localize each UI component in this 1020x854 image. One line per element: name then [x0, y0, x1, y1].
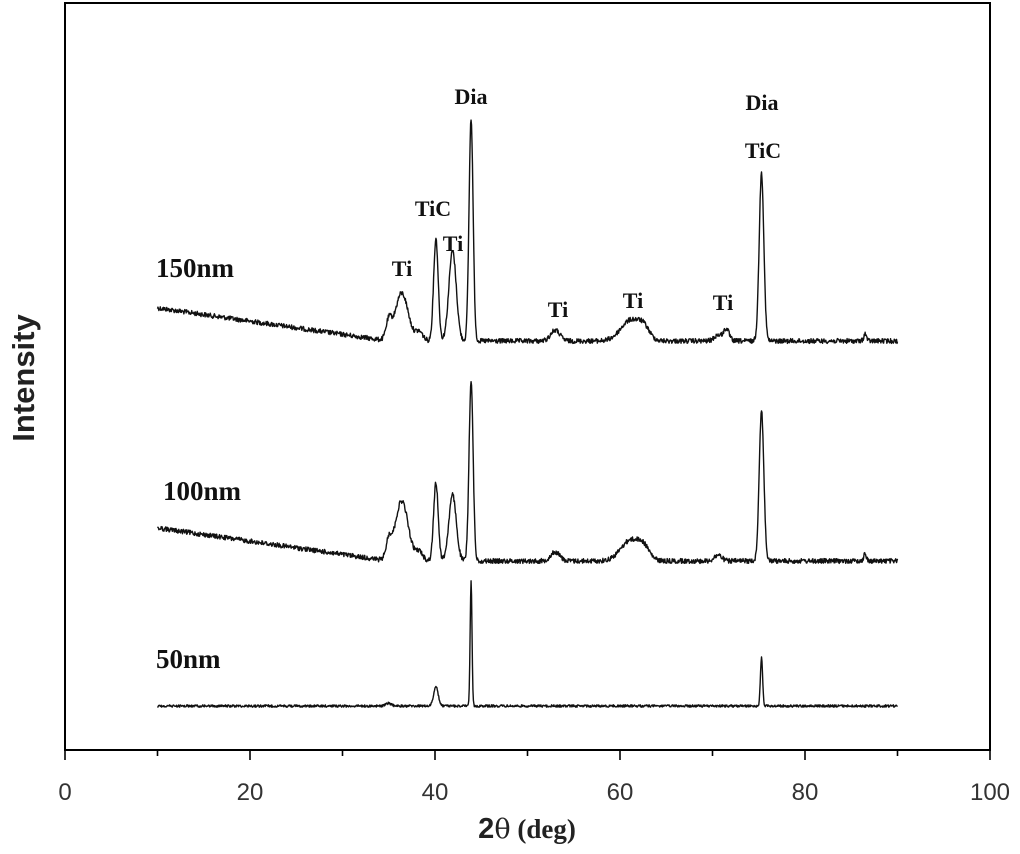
- series-labels: 150nm 100nm 50nm: [156, 253, 242, 674]
- x-axis-title: 2θ (deg): [478, 813, 576, 845]
- peak-annotation: TiC: [745, 138, 781, 163]
- x-axis-title-unit: (deg): [511, 814, 576, 844]
- peak-annotation: Dia: [746, 90, 779, 115]
- x-tick-label: 100: [970, 779, 1010, 806]
- series-label: 150nm: [156, 253, 235, 283]
- x-axis-ticks: [64, 750, 991, 760]
- series-label: 100nm: [163, 476, 242, 506]
- x-tick-label: 0: [58, 779, 71, 806]
- peak-annotation: Ti: [443, 231, 463, 256]
- series-label: 50nm: [156, 644, 221, 674]
- x-axis-tick-labels: 0 20 40 60 80 100: [58, 779, 1010, 806]
- y-axis-title: Intensity: [6, 314, 41, 442]
- x-tick-label: 80: [792, 779, 819, 806]
- series-line-150nm: [156, 119, 899, 345]
- series-lines: [156, 119, 899, 708]
- peak-annotation: Ti: [392, 256, 412, 281]
- peak-annotations: Dia TiC Ti Ti Ti Ti Ti Dia TiC: [392, 84, 781, 322]
- x-tick-label: 40: [422, 779, 449, 806]
- series-line-100nm: [156, 380, 899, 565]
- x-tick-label: 60: [607, 779, 634, 806]
- plot-frame: [64, 2, 991, 751]
- peak-annotation: TiC: [415, 196, 451, 221]
- series-line-50nm: [156, 580, 899, 708]
- x-axis-title-prefix: 2: [478, 813, 494, 845]
- peak-annotation: Dia: [455, 84, 488, 109]
- peak-annotation: Ti: [548, 297, 568, 322]
- x-axis-title-symbol: θ: [494, 814, 510, 845]
- peak-annotation: Ti: [623, 288, 643, 313]
- x-tick-label: 20: [237, 779, 264, 806]
- peak-annotation: Ti: [713, 290, 733, 315]
